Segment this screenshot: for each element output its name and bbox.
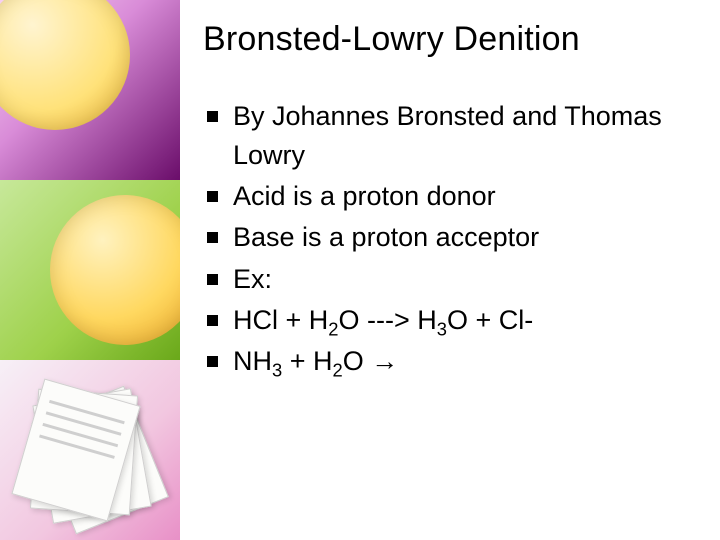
bullet-text: Acid is a proton donor <box>233 181 496 211</box>
formula-part: O → <box>343 346 399 376</box>
clock-icon <box>0 0 130 130</box>
paper-stack-icon <box>20 390 160 530</box>
bullet-text: Ex: <box>233 264 272 294</box>
subscript: 2 <box>333 359 343 380</box>
slide-title: Bronsted-Lowry Denition <box>203 20 702 59</box>
formula-part: NH <box>233 346 272 376</box>
bullet-list: By Johannes Bronsted and Thomas Lowry Ac… <box>203 97 702 381</box>
formula-part: O + Cl- <box>447 305 533 335</box>
bullet-text: By Johannes Bronsted and Thomas Lowry <box>233 101 662 170</box>
clock-icon <box>50 195 180 345</box>
bullet-item: NH3 + H2O → <box>203 342 702 381</box>
bullet-item: HCl + H2O ---> H3O + Cl- <box>203 301 702 340</box>
decorative-sidebar <box>0 0 180 540</box>
subscript: 2 <box>328 318 338 339</box>
formula-part: + H <box>282 346 332 376</box>
bullet-item: Acid is a proton donor <box>203 177 702 216</box>
slide-content: Bronsted-Lowry Denition By Johannes Bron… <box>185 0 720 540</box>
subscript: 3 <box>272 359 282 380</box>
bullet-item: By Johannes Bronsted and Thomas Lowry <box>203 97 702 175</box>
sidebar-tile-clock-green <box>0 180 180 360</box>
bullet-item: Base is a proton acceptor <box>203 218 702 257</box>
bullet-item: Ex: <box>203 260 702 299</box>
formula-part: HCl + H <box>233 305 328 335</box>
bullet-text: Base is a proton acceptor <box>233 222 539 252</box>
sidebar-tile-papers-pink <box>0 360 180 540</box>
subscript: 3 <box>437 318 447 339</box>
sidebar-tile-clock-purple <box>0 0 180 180</box>
formula-part: O ---> H <box>338 305 436 335</box>
